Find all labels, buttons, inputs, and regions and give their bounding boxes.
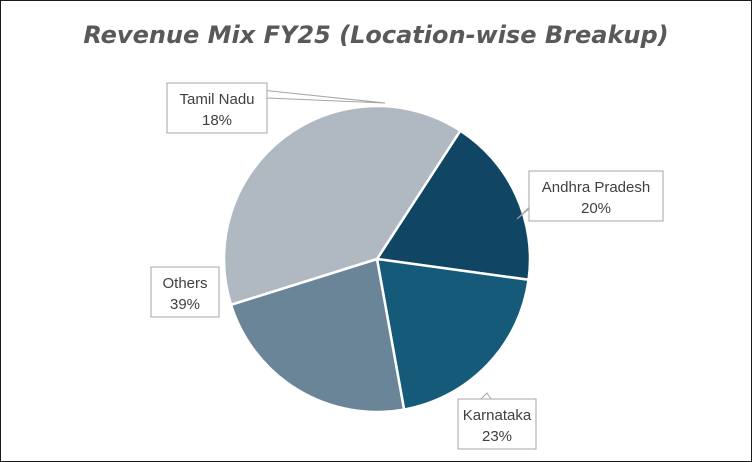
data-label-category: Others bbox=[162, 275, 207, 292]
callout-box bbox=[150, 266, 220, 318]
callout-box bbox=[457, 398, 537, 450]
callout-box bbox=[528, 170, 664, 222]
pie-slices bbox=[222, 104, 532, 414]
data-label-category: Tamil Nadu bbox=[179, 91, 254, 108]
data-label-category: Andhra Pradesh bbox=[542, 179, 650, 196]
data-label-category: Karnataka bbox=[463, 407, 532, 424]
data-label-value: 23% bbox=[482, 428, 512, 445]
pie-slice-others bbox=[222, 104, 463, 307]
pie-slice-karnataka bbox=[229, 257, 406, 414]
data-label-tamil-nadu: Tamil Nadu 18% bbox=[166, 82, 386, 134]
data-label-others: Others 39% bbox=[150, 266, 220, 318]
data-label-value: 18% bbox=[202, 112, 232, 129]
data-label-karnataka: Karnataka 23% bbox=[457, 392, 537, 450]
pie-slice-andhra-pradesh bbox=[375, 257, 530, 412]
data-labels: Tamil Nadu 18% Andhra Pradesh 20% Karnataka 2… bbox=[150, 82, 664, 450]
callout-pointer bbox=[479, 392, 492, 400]
data-label-value: 20% bbox=[581, 200, 611, 217]
data-label-andhra-pradesh: Andhra Pradesh 20% bbox=[516, 170, 664, 222]
pie-slice-tamil-nadu bbox=[374, 128, 532, 282]
callout-box bbox=[166, 82, 268, 134]
chart-title: Revenue Mix FY25 (Location-wise Breakup) bbox=[83, 21, 669, 49]
callout-pointer bbox=[259, 89, 386, 104]
data-label-value: 39% bbox=[170, 296, 200, 313]
